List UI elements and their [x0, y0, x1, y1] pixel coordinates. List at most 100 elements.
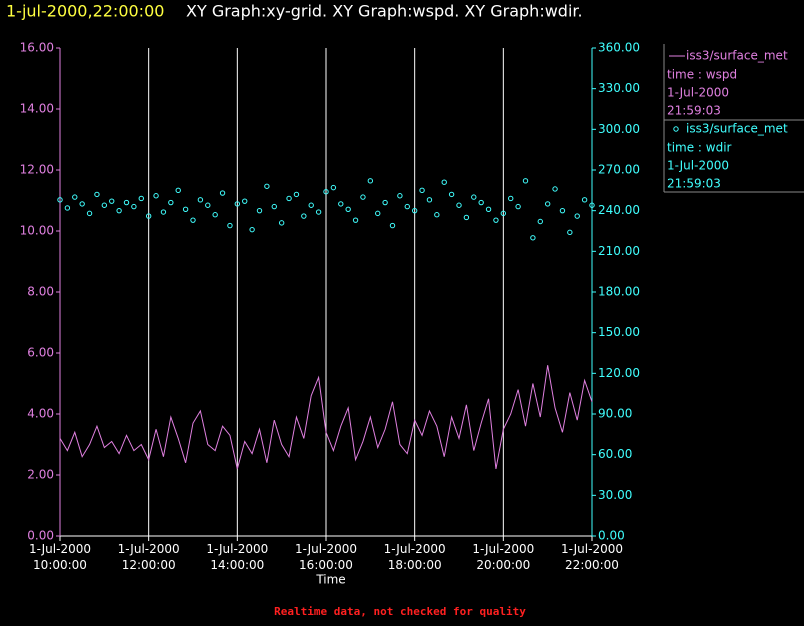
data-point [256, 207, 263, 214]
data-point [94, 191, 100, 198]
data-point [293, 191, 300, 198]
data-point [227, 222, 233, 229]
data-point [397, 193, 403, 199]
legend-date: 1-Jul-2000 [667, 159, 729, 173]
data-point [197, 197, 204, 203]
data-line [59, 365, 593, 470]
data-point [190, 217, 196, 223]
data-point [212, 212, 218, 218]
y2-tick-label: 360.00 [598, 41, 640, 55]
data-point [264, 183, 270, 189]
data-point [160, 209, 167, 215]
footer-note: Realtime data, not checked for quality [274, 605, 526, 618]
data-point [338, 201, 344, 207]
y2-tick-label: 90.00 [598, 407, 632, 421]
y2-tick-label: 30.00 [598, 488, 632, 502]
y2-tick-label: 270.00 [598, 163, 640, 177]
data-point [345, 206, 351, 213]
x-tick-label: 1-Jul-2000 12:00:00 [118, 542, 180, 572]
x-axis-label: Time [315, 573, 345, 587]
data-point [567, 229, 573, 236]
data-point [434, 212, 440, 218]
legend-time: 21:59:03 [667, 177, 721, 191]
data-point [315, 209, 322, 215]
data-point [544, 201, 551, 207]
y-tick-label: 0.00 [27, 529, 54, 543]
data-point [367, 178, 374, 184]
data-point [123, 199, 130, 206]
data-point [530, 235, 536, 241]
data-point [79, 201, 85, 207]
legend-variable: time : wspd [667, 68, 737, 82]
x-tick-label: 1-Jul-2000 14:00:00 [206, 542, 268, 572]
data-point [404, 203, 410, 210]
data-point [182, 206, 189, 213]
y-tick-label: 12.00 [20, 163, 54, 177]
y2-tick-label: 120.00 [598, 366, 640, 380]
legend-name: iss3/surface_met [686, 122, 788, 136]
data-point [485, 206, 492, 213]
data-point [441, 179, 447, 185]
data-point [234, 201, 241, 207]
y2-tick-label: 240.00 [598, 203, 640, 217]
legend-swatch [673, 126, 679, 132]
y2-tick-label: 150.00 [598, 325, 640, 339]
data-point [559, 207, 566, 214]
data-point [522, 178, 529, 184]
data-point [301, 213, 307, 219]
data-point [493, 217, 499, 223]
data-point [411, 207, 418, 214]
x-tick-label: 1-Jul-2000 20:00:00 [472, 542, 534, 572]
data-point [278, 220, 285, 226]
y-tick-label: 8.00 [27, 285, 54, 299]
legend-date: 1-Jul-2000 [667, 86, 729, 100]
data-point [463, 214, 470, 221]
x-tick-label: 1-Jul-2000 16:00:00 [295, 542, 357, 572]
data-point [175, 187, 181, 194]
data-point [138, 195, 144, 202]
data-point [352, 217, 359, 223]
data-point [456, 202, 462, 208]
data-point [271, 203, 277, 210]
y2-tick-label: 300.00 [598, 122, 640, 136]
y-tick-label: 2.00 [27, 468, 54, 482]
data-point [101, 202, 108, 208]
data-point [153, 193, 159, 199]
data-point [57, 197, 63, 203]
data-point [86, 210, 93, 217]
x-tick-label: 1-Jul-2000 10:00:00 [29, 542, 91, 572]
data-point [515, 203, 521, 210]
data-point [168, 199, 174, 206]
data-point [109, 198, 115, 204]
y-tick-label: 10.00 [20, 224, 54, 238]
data-point [205, 202, 211, 208]
y-tick-label: 6.00 [27, 346, 54, 360]
y-tick-label: 14.00 [20, 102, 54, 116]
y-tick-label: 16.00 [20, 41, 54, 55]
data-point [116, 207, 122, 214]
x-tick-label: 1-Jul-2000 18:00:00 [384, 542, 446, 572]
data-point [448, 191, 455, 198]
data-point [581, 197, 588, 203]
data-point [72, 194, 78, 200]
data-point [471, 194, 477, 200]
data-point [64, 205, 71, 211]
y2-tick-label: 210.00 [598, 244, 640, 258]
data-point [249, 226, 255, 233]
x-tick-label: 1-Jul-2000 22:00:00 [561, 542, 623, 572]
data-point [426, 197, 433, 203]
y2-tick-label: 60.00 [598, 447, 632, 461]
data-point [131, 203, 137, 210]
data-point [308, 202, 314, 208]
data-point [330, 184, 337, 191]
legend-variable: time : wdir [667, 141, 732, 155]
data-point [478, 199, 484, 206]
data-point [537, 218, 543, 225]
data-point [500, 210, 507, 217]
y2-tick-label: 180.00 [598, 285, 640, 299]
title-time: 1-jul-2000,22:00:00 [6, 2, 164, 21]
data-point [574, 213, 580, 219]
y2-tick-label: 0.00 [598, 529, 625, 543]
data-point [508, 195, 514, 202]
